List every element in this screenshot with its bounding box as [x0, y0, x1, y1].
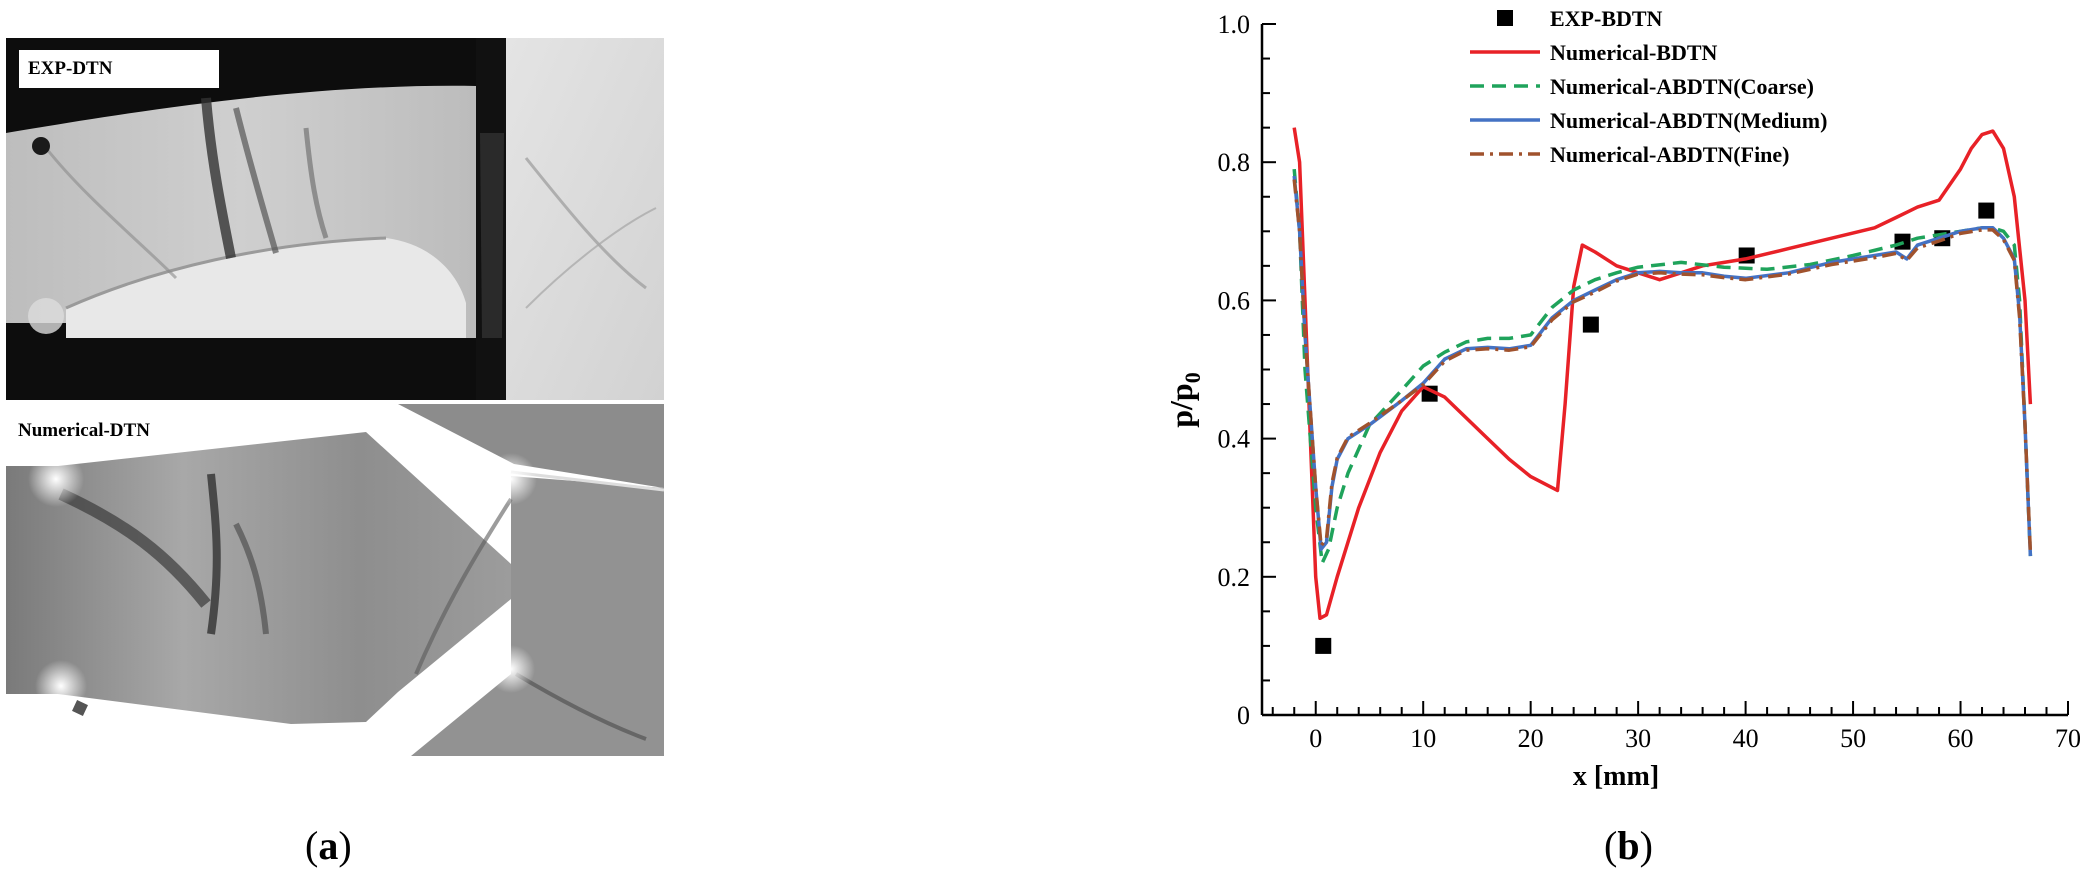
x-tick-label: 50 — [1840, 724, 1866, 753]
exp-bdtn-point — [1315, 637, 1332, 654]
y-tick-label: 0.2 — [1218, 563, 1251, 592]
y-axis-label: p/p0 — [1163, 372, 1205, 427]
legend-marker — [1497, 10, 1513, 26]
caption-a: (a) — [305, 823, 352, 868]
y-tick-label: 0.4 — [1218, 425, 1251, 454]
legend-label: Numerical-ABDTN(Medium) — [1550, 108, 1827, 133]
exp-label-box: EXP-DTN — [19, 50, 219, 88]
y-tick-label: 0.6 — [1218, 286, 1251, 315]
series-line-numerical-abdtn-fine — [1292, 179, 2033, 553]
x-tick-label: 0 — [1309, 724, 1322, 753]
y-tick-label: 0.8 — [1218, 148, 1251, 177]
x-tick-label: 40 — [1733, 724, 1759, 753]
x-tick-label: 60 — [1948, 724, 1974, 753]
x-axis-label: x [mm] — [1573, 761, 1659, 792]
x-tick-label: 10 — [1410, 724, 1436, 753]
chart-legend: EXP-BDTN Numerical-BDTN Numerical-ABDTN(Co… — [1470, 6, 1827, 167]
chart-axes: 0 10 20 30 40 50 60 70 0 0.2 0.4 0.6 0.8 1.0 — [1218, 10, 2082, 753]
pressure-chart: 0 10 20 30 40 50 60 70 0 0.2 0.4 0.6 0.8 1.0 EXP-BDTN… — [1163, 6, 2082, 792]
series-line-numerical-abdtn-medium — [1292, 175, 2033, 557]
exp-bdtn-point — [1582, 316, 1599, 333]
legend-label: Numerical-BDTN — [1550, 40, 1718, 65]
numerical-dtn-contour — [6, 404, 664, 756]
chart-series — [1292, 127, 2033, 654]
x-tick-label: 70 — [2055, 724, 2081, 753]
exp-dtn-label: EXP-DTN — [28, 58, 113, 79]
legend-label: EXP-BDTN — [1550, 6, 1663, 31]
y-tick-label: 0 — [1237, 701, 1250, 730]
exp-dtn-photo — [6, 38, 664, 400]
series-line-numerical-abdtn-coarse — [1292, 168, 2033, 565]
y-tick-label: 1.0 — [1218, 10, 1251, 39]
x-tick-label: 20 — [1518, 724, 1544, 753]
legend-label: Numerical-ABDTN(Fine) — [1550, 142, 1790, 167]
caption-b: (b) — [1604, 823, 1653, 868]
legend-label: Numerical-ABDTN(Coarse) — [1550, 74, 1814, 99]
numerical-dtn-image: Numerical-DTN — [6, 404, 664, 756]
series-line-numerical-bdtn — [1292, 127, 2033, 621]
exp-bdtn-point — [1978, 202, 1995, 219]
numerical-dtn-label: Numerical-DTN — [18, 420, 150, 441]
exp-dtn-image: EXP-DTN — [6, 38, 664, 400]
x-tick-label: 30 — [1625, 724, 1651, 753]
